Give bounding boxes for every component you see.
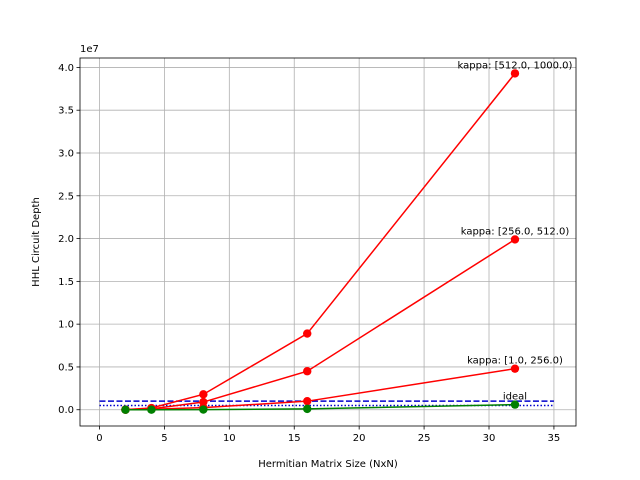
x-tick-label: 10 [223,433,236,444]
series-line [125,367,516,411]
data-point [510,364,520,373]
x-tick-label: 5 [161,433,167,444]
y-tick-label: 0.0 [58,405,74,416]
x-axis-label: Hermitian Matrix Size (NxN) [258,459,398,470]
data-point [147,405,156,414]
plot-frame [79,57,577,427]
annotations: kappa: [512.0, 1000.0) kappa: [256.0, 512… [458,60,573,402]
y-tick-label: 4.0 [58,63,74,74]
x-tick-label: 20 [353,433,366,444]
series-lines [125,72,516,411]
y-tick-label: 0.5 [58,362,74,373]
data-point [121,405,130,414]
grid [80,58,576,426]
series-line [125,72,516,411]
x-tick-label: 30 [483,433,496,444]
y-tick-label: 2.0 [58,234,74,245]
annotation-label: kappa: [256.0, 512.0) [461,226,570,237]
data-point [303,396,312,406]
y-offset-text: 1e7 [80,44,99,55]
x-ticks: 0 5 10 15 20 25 30 35 [96,426,560,444]
x-tick-label: 15 [288,433,301,444]
annotation-label: kappa: [512.0, 1000.0) [458,60,573,71]
data-point [199,405,208,414]
x-tick-label: 25 [418,433,431,444]
y-ticks: 0.0 0.5 1.0 1.5 2.0 2.5 3.0 3.5 4.0 [58,63,80,416]
y-tick-label: 1.5 [58,277,74,288]
data-point [199,390,208,399]
y-tick-label: 3.0 [58,148,74,159]
x-tick-label: 35 [548,433,561,444]
annotation-label: ideal [503,392,527,403]
data-point [303,404,312,414]
data-point [510,235,520,244]
y-tick-label: 3.5 [58,106,74,117]
series-markers [121,69,520,414]
x-tick-label: 0 [96,433,102,444]
data-point [303,329,312,338]
data-point [510,400,520,409]
y-tick-label: 2.5 [58,191,74,202]
annotation-label: kappa: [1.0, 256.0) [467,356,563,367]
data-point [510,69,520,78]
y-tick-label: 1.0 [58,320,74,331]
data-point [303,367,312,376]
y-axis-label: HHL Circuit Depth [31,197,42,287]
